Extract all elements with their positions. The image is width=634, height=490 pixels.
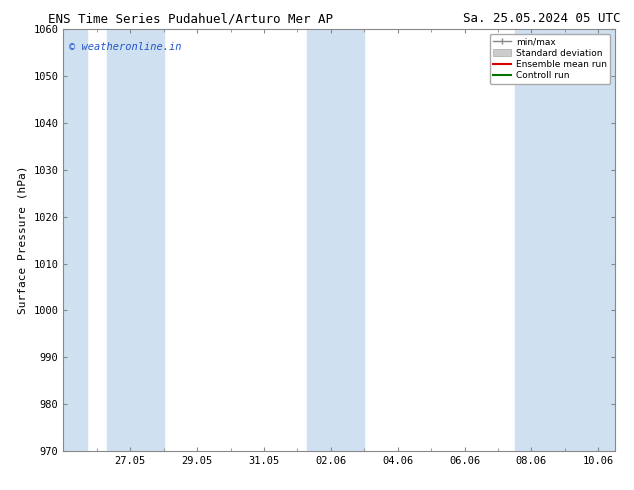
Legend: min/max, Standard deviation, Ensemble mean run, Controll run: min/max, Standard deviation, Ensemble me… [489, 34, 611, 84]
Text: Sa. 25.05.2024 05 UTC: Sa. 25.05.2024 05 UTC [463, 12, 620, 25]
Bar [107, 29, 164, 451]
Bar [307, 29, 365, 451]
Text: ENS Time Series Pudahuel/Arturo Mer AP: ENS Time Series Pudahuel/Arturo Mer AP [48, 12, 333, 25]
Y-axis label: Surface Pressure (hPa): Surface Pressure (hPa) [18, 166, 28, 315]
Bar [515, 29, 615, 451]
Bar [63, 29, 87, 451]
Text: © weatheronline.in: © weatheronline.in [69, 42, 181, 52]
